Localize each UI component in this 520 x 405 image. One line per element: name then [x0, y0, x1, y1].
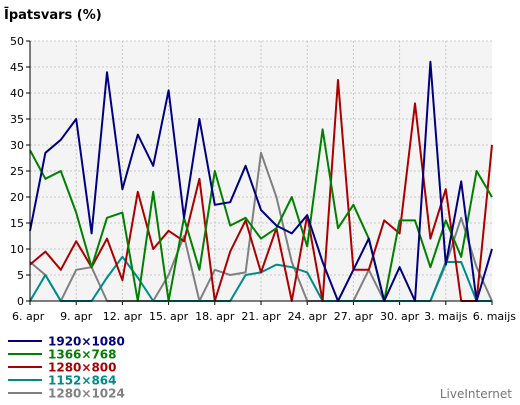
- watermark: LiveInternet: [440, 387, 512, 401]
- y-tick-label: 35: [10, 113, 24, 126]
- x-tick-label: 30. apr: [380, 310, 420, 323]
- y-axis-ticks: 0 5 10 15 20 25 30 35 40 45 50: [10, 35, 30, 308]
- x-tick-label: 18. apr: [195, 310, 235, 323]
- legend-label: 1366×768: [48, 348, 117, 362]
- y-tick-label: 30: [10, 139, 24, 152]
- y-tick-label: 15: [10, 217, 24, 230]
- y-tick-label: 5: [17, 269, 24, 282]
- series-line: [29, 128, 493, 302]
- legend: 1920×10801366×7681280×8001152×8641280×10…: [8, 335, 125, 401]
- grid: [30, 40, 492, 301]
- legend-label: 1152×864: [48, 374, 117, 388]
- x-tick-label: 15. apr: [149, 310, 189, 323]
- x-tick-label: 6. maijs: [473, 310, 517, 323]
- y-tick-label: 20: [10, 191, 24, 204]
- y-tick-label: 40: [10, 87, 24, 100]
- y-tick-label: 0: [17, 295, 24, 308]
- x-axis-ticks: 6. apr 9. apr 12. apr 15. apr 18. apr 21. apr…: [12, 301, 516, 323]
- legend-label: 1280×800: [48, 361, 117, 375]
- x-tick-label: 12. apr: [103, 310, 143, 323]
- x-tick-label: 27. apr: [334, 310, 374, 323]
- x-tick-label: 3. maijs: [424, 310, 468, 323]
- series-line: [29, 79, 493, 302]
- x-tick-label: 21. apr: [241, 310, 281, 323]
- y-tick-label: 50: [10, 35, 24, 48]
- y-tick-label: 45: [10, 61, 24, 74]
- x-tick-label: 6. apr: [12, 310, 45, 323]
- y-tick-label: 25: [10, 165, 24, 178]
- x-tick-label: 24. apr: [288, 310, 328, 323]
- legend-label: 1280×1024: [48, 387, 125, 401]
- x-tick-label: 9. apr: [60, 310, 93, 323]
- chart-title: Īpatsvars (%): [4, 8, 102, 23]
- legend-label: 1920×1080: [48, 335, 125, 349]
- y-tick-label: 10: [10, 243, 24, 256]
